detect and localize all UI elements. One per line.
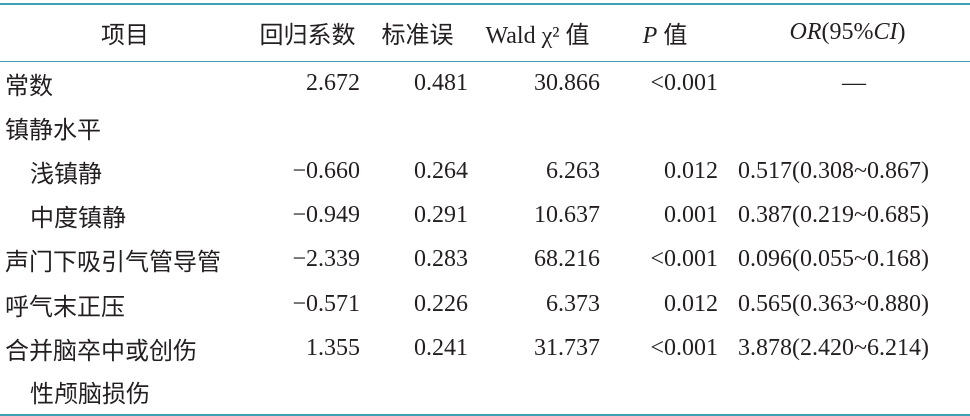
table-cell: <0.001 [650, 246, 718, 273]
table-cell [470, 105, 605, 149]
table-cell: −0.571 [292, 290, 360, 317]
table-cell: 性颅脑损伤 [30, 382, 150, 409]
table-body: 常数 2.672 0.481 30.866 <0.001 — 镇静水平浅镇静 −0.660 0.… [0, 61, 970, 415]
table-cell: 呼气末正压 [5, 294, 125, 321]
header-cell: Wald χ² 值 [470, 4, 605, 61]
table-cell [250, 370, 365, 414]
table-cell: 6.263 [546, 157, 600, 184]
table-cell: 68.216 [534, 246, 600, 273]
header-text: 标准误 [381, 23, 454, 50]
table-cell [605, 370, 725, 414]
table-cell: −2.339 [292, 246, 360, 273]
table-cell: 0.565(0.363~0.880) [738, 290, 929, 317]
header-cell: 标准误 [365, 4, 470, 61]
table-cell: 1.355 [306, 334, 360, 361]
table-row: 镇静水平 [0, 105, 970, 149]
table-cell: 0.096(0.055~0.168) [738, 246, 929, 273]
table-cell [470, 370, 605, 414]
header-text: 回归系数 [259, 23, 356, 50]
table-cell: 声门下吸引气管导管 [5, 250, 221, 277]
table-cell [605, 105, 725, 149]
header-cell: OR(95%CI) [725, 4, 970, 61]
table-cell: 3.878(2.420~6.214) [738, 334, 929, 361]
table-cell: 2.672 [306, 69, 360, 96]
table-cell: 31.737 [534, 334, 600, 361]
table-cell: 0.283 [414, 246, 468, 273]
table-row: 合并脑卒中或创伤 1.355 0.241 31.737 <0.001 3.878(2.42… [0, 326, 970, 370]
table-cell: 合并脑卒中或创伤 [5, 338, 197, 365]
header-text: OR [789, 19, 822, 46]
table-cell: 0.241 [414, 334, 468, 361]
header-cell: P 值 [605, 4, 725, 61]
table-row: 呼气末正压 −0.571 0.226 6.373 0.012 0.565(0.363~0.… [0, 282, 970, 326]
table-cell: 0.517(0.308~0.867) [738, 157, 929, 184]
table-cell [250, 105, 365, 149]
table-cell: 0.387(0.219~0.685) [738, 202, 929, 229]
table-cell: 浅镇静 [30, 161, 102, 188]
table-cell: <0.001 [650, 69, 718, 96]
table-cell: −0.660 [292, 157, 360, 184]
table-cell: 中度镇静 [30, 206, 126, 233]
header-text: 项目 [101, 23, 149, 50]
header-cell: 项目 [0, 4, 250, 61]
table-cell [725, 370, 970, 414]
table-cell: 0.226 [414, 290, 468, 317]
table-row: 声门下吸引气管导管 −2.339 0.283 68.216 <0.001 0.096(0.… [0, 238, 970, 282]
table-row: 常数 2.672 0.481 30.866 <0.001 — [0, 61, 970, 105]
table-cell: 30.866 [534, 69, 600, 96]
table-cell: −0.949 [292, 202, 360, 229]
table-row: 性颅脑损伤 [0, 370, 970, 415]
table-cell: 10.637 [534, 202, 600, 229]
table-cell: 0.012 [664, 290, 718, 317]
header-text: ) [897, 19, 906, 46]
header-cell: 回归系数 [250, 4, 365, 61]
table-row: 浅镇静 −0.660 0.264 6.263 0.012 0.517(0.308~0.86… [0, 149, 970, 193]
table-cell: 6.373 [546, 290, 600, 317]
table-cell: 0.481 [414, 69, 468, 96]
table-cell: <0.001 [650, 334, 718, 361]
header-text: CI [873, 19, 898, 46]
table-cell: 镇静水平 [5, 117, 101, 144]
header-text: 值 [657, 23, 688, 50]
table-cell [365, 370, 470, 414]
table-cell: 常数 [5, 73, 53, 100]
table-cell [725, 105, 970, 149]
table-cell [365, 105, 470, 149]
table-cell: — [842, 69, 866, 96]
header-text: Wald χ² 值 [485, 23, 590, 50]
header-text: (95% [821, 19, 874, 46]
table-cell: 0.264 [414, 157, 468, 184]
table-cell: 0.012 [664, 157, 718, 184]
header-text: P [642, 23, 658, 50]
table-cell: 0.001 [664, 202, 718, 229]
table-row: 中度镇静 −0.949 0.291 10.637 0.001 0.387(0.219~0.… [0, 194, 970, 238]
table-cell: 0.291 [414, 202, 468, 229]
